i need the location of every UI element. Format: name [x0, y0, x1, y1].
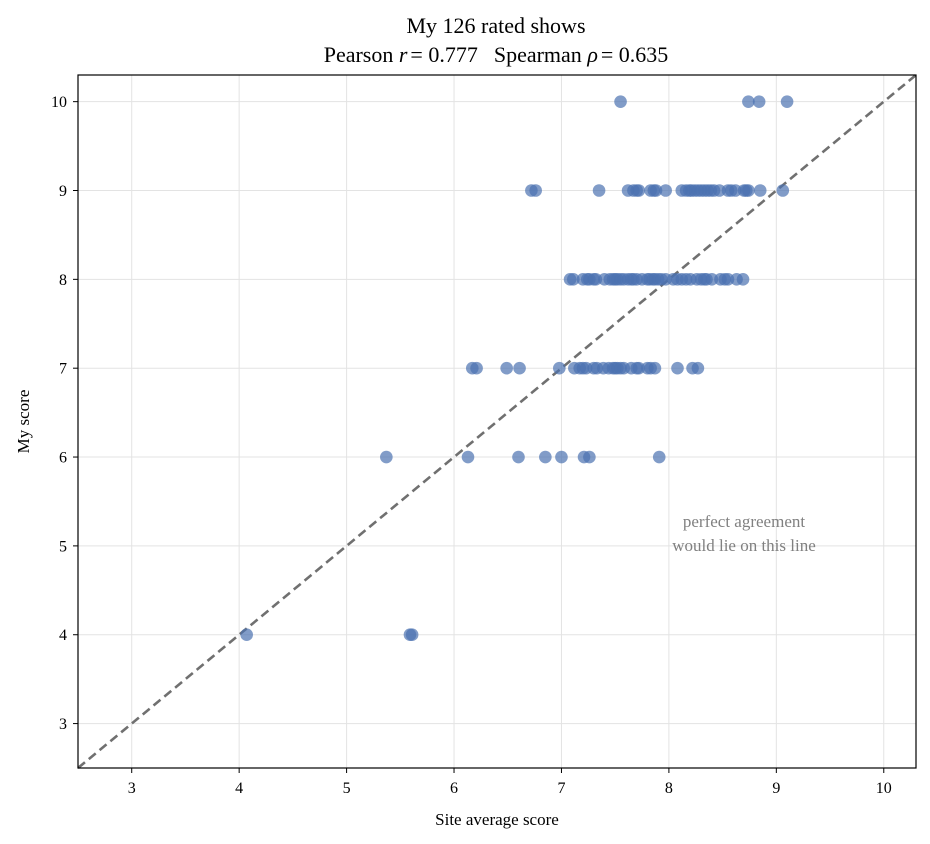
- scatter-point: [539, 450, 552, 464]
- scatter-point: [513, 361, 526, 375]
- y-tick-label: 8: [59, 272, 67, 289]
- pearson-value: = 0.777: [410, 42, 477, 67]
- scatter-point: [753, 184, 767, 197]
- plot-frame: [77, 74, 917, 769]
- scatter-point: [500, 361, 513, 375]
- scatter-point: [529, 184, 542, 197]
- scatter-point: [405, 628, 419, 642]
- scatter-point: [776, 184, 790, 197]
- scatter-point: [742, 184, 755, 197]
- scatter-point: [649, 184, 663, 197]
- scatter-point: [566, 273, 580, 286]
- scatter-point: [470, 361, 483, 375]
- x-tick-label: 5: [343, 780, 351, 797]
- y-tick-label: 7: [59, 361, 67, 378]
- x-tick-label: 4: [235, 780, 243, 797]
- x-tick-label: 8: [665, 780, 673, 797]
- scatter-point: [648, 361, 662, 375]
- x-tick-label: 3: [128, 780, 136, 797]
- scatter-point: [380, 450, 393, 464]
- scatter-point: [659, 184, 672, 197]
- scatter-point: [691, 361, 705, 375]
- perfect-agreement-line: [77, 73, 917, 770]
- scatter-point: [742, 95, 755, 108]
- scatter-point: [240, 628, 253, 642]
- pearson-label: Pearson: [324, 42, 394, 67]
- chart-subtitle: Pearson r = 0.777 Spearman ρ = 0.635: [324, 42, 669, 67]
- y-tick-label: 6: [59, 450, 67, 467]
- scatter-point: [461, 450, 475, 464]
- x-tick-label: 9: [772, 780, 780, 797]
- pearson-symbol: r: [399, 42, 408, 67]
- y-tick-label: 4: [59, 627, 67, 644]
- scatter-point: [652, 450, 666, 464]
- axis-ticks: 3 4 5 6 7 8 9 10 3 4 5 6 7 8 9 10: [51, 94, 892, 797]
- x-tick-label: 7: [557, 780, 565, 797]
- y-tick-label: 3: [59, 716, 67, 733]
- chart-title: My 126 rated shows: [406, 13, 585, 38]
- scatter-point: [583, 450, 596, 464]
- scatter-point: [555, 450, 568, 464]
- y-tick-label: 9: [59, 183, 67, 200]
- scatter-point: [752, 95, 766, 108]
- y-tick-label: 5: [59, 538, 67, 555]
- spearman-symbol: ρ: [586, 42, 598, 67]
- annotation-line-2: would lie on this line: [672, 536, 816, 555]
- x-axis-label: Site average score: [435, 810, 559, 829]
- scatter-point: [614, 95, 627, 108]
- data-points: [240, 95, 794, 642]
- y-tick-label: 10: [51, 94, 67, 111]
- scatter-point: [671, 361, 684, 375]
- scatter-point: [736, 273, 750, 286]
- spearman-value: = 0.635: [601, 42, 668, 67]
- x-tick-label: 10: [876, 780, 892, 797]
- x-tick-label: 6: [450, 780, 458, 797]
- scatter-point: [632, 184, 646, 197]
- scatter-point: [592, 184, 606, 197]
- reference-line-layer: [77, 73, 917, 770]
- scatter-point: [553, 361, 566, 375]
- spearman-label: Spearman: [494, 42, 582, 67]
- scatter-point: [780, 95, 794, 108]
- annotation-line-1: perfect agreement: [683, 512, 805, 531]
- y-axis-label: My score: [14, 390, 33, 454]
- scatter-point: [512, 450, 525, 464]
